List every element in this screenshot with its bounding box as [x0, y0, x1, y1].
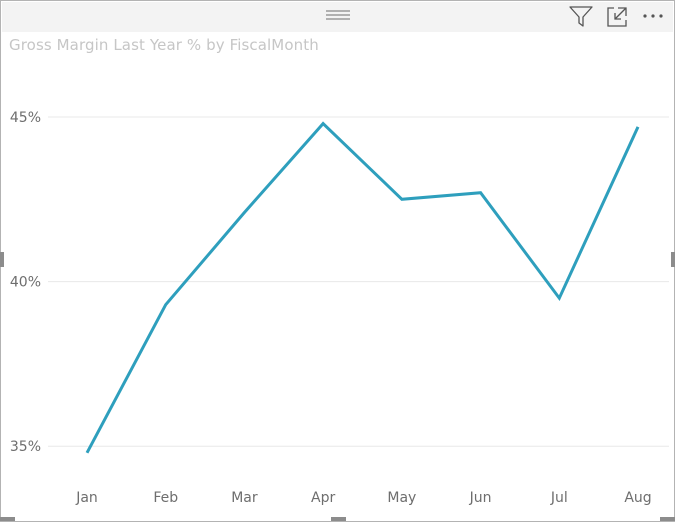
grid-lines	[48, 116, 669, 447]
more-options-icon[interactable]	[642, 13, 664, 19]
x-tick-label: Jun	[469, 490, 492, 506]
visual-header	[2, 2, 673, 32]
data-point[interactable]	[553, 292, 565, 304]
resize-handle-bottom-left[interactable]	[0, 517, 15, 521]
x-tick-label: Mar	[231, 490, 258, 506]
data-point[interactable]	[238, 206, 250, 218]
y-tick-label: 45%	[10, 110, 41, 126]
data-point[interactable]	[396, 193, 408, 205]
filter-icon[interactable]	[569, 6, 593, 28]
resize-handle-left[interactable]	[0, 252, 4, 267]
data-point[interactable]	[160, 299, 172, 311]
x-tick-label: Apr	[311, 490, 335, 506]
data-point[interactable]	[317, 118, 329, 130]
resize-handle-bottom-right[interactable]	[660, 517, 675, 521]
data-point[interactable]	[632, 121, 644, 133]
chart-title: Gross Margin Last Year % by FiscalMonth	[9, 36, 319, 54]
x-axis-ticks: Jan Feb Mar Apr May Jun Jul Aug	[75, 490, 651, 506]
x-tick-label: May	[387, 490, 416, 506]
data-point[interactable]	[81, 447, 93, 459]
x-tick-label: Aug	[624, 490, 651, 506]
y-axis-ticks: 35% 40% 45%	[10, 110, 41, 455]
resize-handle-right[interactable]	[671, 252, 675, 267]
data-point[interactable]	[475, 187, 487, 199]
drag-grip-icon[interactable]	[326, 9, 350, 21]
y-tick-label: 40%	[10, 275, 41, 291]
series-line[interactable]	[85, 121, 640, 454]
resize-handle-bottom[interactable]	[331, 517, 346, 521]
x-tick-label: Feb	[153, 490, 178, 506]
focus-mode-icon[interactable]	[606, 6, 628, 28]
x-tick-label: Jan	[75, 490, 98, 506]
y-tick-label: 35%	[10, 439, 41, 455]
x-tick-label: Jul	[550, 490, 568, 506]
series-layer	[81, 118, 644, 459]
